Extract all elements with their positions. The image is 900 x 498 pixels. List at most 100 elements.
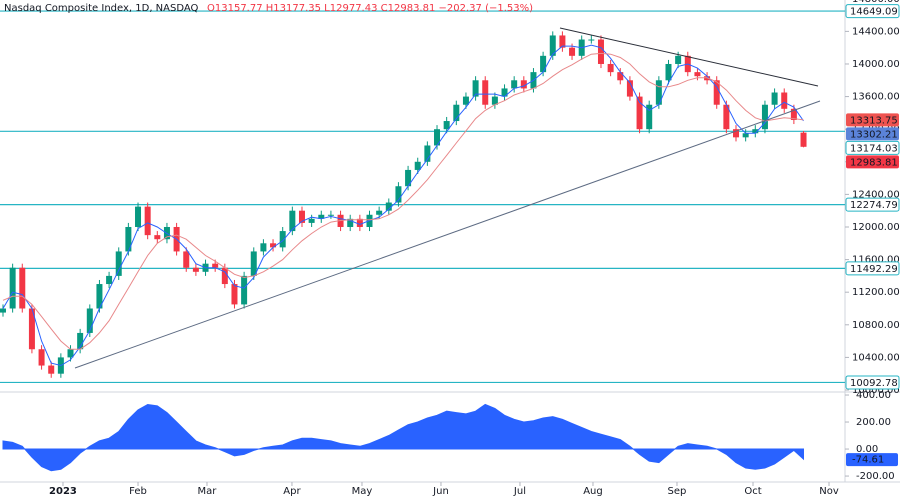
candle-body xyxy=(549,35,556,56)
candle-body xyxy=(761,104,768,130)
x-tick-label: Nov xyxy=(819,486,839,497)
trend-line-support xyxy=(74,100,821,369)
candle-body xyxy=(414,161,421,170)
candle-body xyxy=(0,308,6,313)
candle-body xyxy=(617,72,624,81)
value-tag: -74.61 xyxy=(852,455,884,466)
candle-body xyxy=(356,218,363,227)
candle-body xyxy=(241,275,248,305)
candle-body xyxy=(597,39,604,64)
candle-body xyxy=(405,169,412,187)
candle-body xyxy=(443,121,450,130)
candle-body xyxy=(655,80,662,105)
candle-body xyxy=(308,218,315,223)
candle-body xyxy=(192,267,199,272)
candle-body xyxy=(135,206,142,227)
y-tick-label: 200.00 xyxy=(856,417,891,428)
candle-body xyxy=(694,72,701,77)
price-tag-bg xyxy=(846,127,899,141)
moving-average xyxy=(2,52,804,350)
y-tick-label: 14400.00 xyxy=(852,26,900,37)
candle-body xyxy=(38,349,45,366)
price-tag-bg xyxy=(846,113,899,127)
x-tick-label: Mar xyxy=(198,486,218,497)
y-tick-label: 400.00 xyxy=(856,390,891,401)
candle-body xyxy=(270,243,277,248)
x-tick-label: 2023 xyxy=(49,486,77,497)
y-tick-label: 0.00 xyxy=(856,444,878,455)
y-tick-label: 13600.00 xyxy=(852,92,900,103)
candle-body xyxy=(376,210,383,215)
candle-body xyxy=(626,80,633,97)
candle-body xyxy=(395,186,402,203)
y-tick-label: -200.00 xyxy=(856,471,895,482)
candle-body xyxy=(559,35,566,48)
y-tick-label: 12400.00 xyxy=(852,189,900,200)
candle-body xyxy=(260,243,267,252)
candle-body xyxy=(77,332,84,350)
marks xyxy=(0,31,807,472)
x-tick-label: Oct xyxy=(744,486,761,497)
price-tag: 12983.81 xyxy=(850,157,898,168)
candle-body xyxy=(781,92,788,109)
candle-body xyxy=(501,88,508,97)
candle-body xyxy=(327,214,334,216)
value-tag-bg xyxy=(846,453,898,467)
price-tag-bg xyxy=(845,4,900,19)
axes: 10000.00 10400.00 10800.00 11200.00 11600.00… xyxy=(49,0,900,497)
candle-body xyxy=(125,226,132,252)
candle-body xyxy=(28,308,35,350)
candle-body xyxy=(569,47,576,56)
candle-body xyxy=(212,263,219,268)
x-tick-label: Sep xyxy=(668,486,687,497)
price-tag-bg xyxy=(845,375,900,390)
price-tag-bg xyxy=(846,155,899,169)
price-tag: 14649.09 xyxy=(850,7,898,18)
candle-body xyxy=(183,251,190,268)
candle-body xyxy=(347,218,354,227)
candle-body xyxy=(48,365,55,374)
chart-title: Nasdaq Composite Index, 1D, NASDAQ xyxy=(4,3,199,14)
y-tick-label: 11200.00 xyxy=(852,287,900,298)
x-tick-label: Aug xyxy=(583,486,603,497)
price-tag: 12274.79 xyxy=(850,200,898,211)
price-tag: 13302.21 xyxy=(850,129,898,140)
candle-body xyxy=(511,80,518,89)
candle-body xyxy=(67,349,74,358)
candle-body xyxy=(279,231,286,248)
candle-body xyxy=(665,63,672,81)
y-tick-label: 10400.00 xyxy=(852,352,900,363)
y-tick-label: 14000.00 xyxy=(852,59,900,70)
candle-body xyxy=(752,129,759,134)
candle-body xyxy=(472,80,479,97)
x-tick-label: Feb xyxy=(129,486,147,497)
candle-body xyxy=(19,267,26,309)
candle-body xyxy=(491,96,498,105)
candle-body xyxy=(115,251,122,276)
y-tick-label: 11600.00 xyxy=(852,255,900,266)
candle-body xyxy=(646,104,653,130)
price-tag-bg xyxy=(845,261,900,276)
candle-body xyxy=(434,129,441,146)
x-tick-label: Apr xyxy=(283,486,301,497)
candle-body xyxy=(144,206,151,236)
price-tag-bg xyxy=(845,140,900,155)
candle-body xyxy=(636,96,643,130)
y-tick-label: 10800.00 xyxy=(852,320,900,331)
candle-body xyxy=(453,104,460,122)
candle-body xyxy=(520,80,527,89)
candle-body xyxy=(424,145,431,162)
price-tag: 11492.29 xyxy=(850,264,898,275)
candle-body xyxy=(96,284,103,309)
x-tick-label: Jul xyxy=(513,486,526,497)
ohlc-readout: O13157.77 H13177.35 L12977.43 C12983.81 … xyxy=(207,3,533,14)
oscillator-area xyxy=(2,403,804,472)
candle-body xyxy=(318,214,325,219)
price-tag: 13313.75 xyxy=(850,115,898,126)
candle-body xyxy=(790,108,797,120)
candle-body xyxy=(540,55,547,73)
candle-body xyxy=(723,104,730,130)
candle-body xyxy=(154,235,161,240)
y-tick-label: 10000.00 xyxy=(852,385,900,396)
candle-body xyxy=(588,39,595,41)
